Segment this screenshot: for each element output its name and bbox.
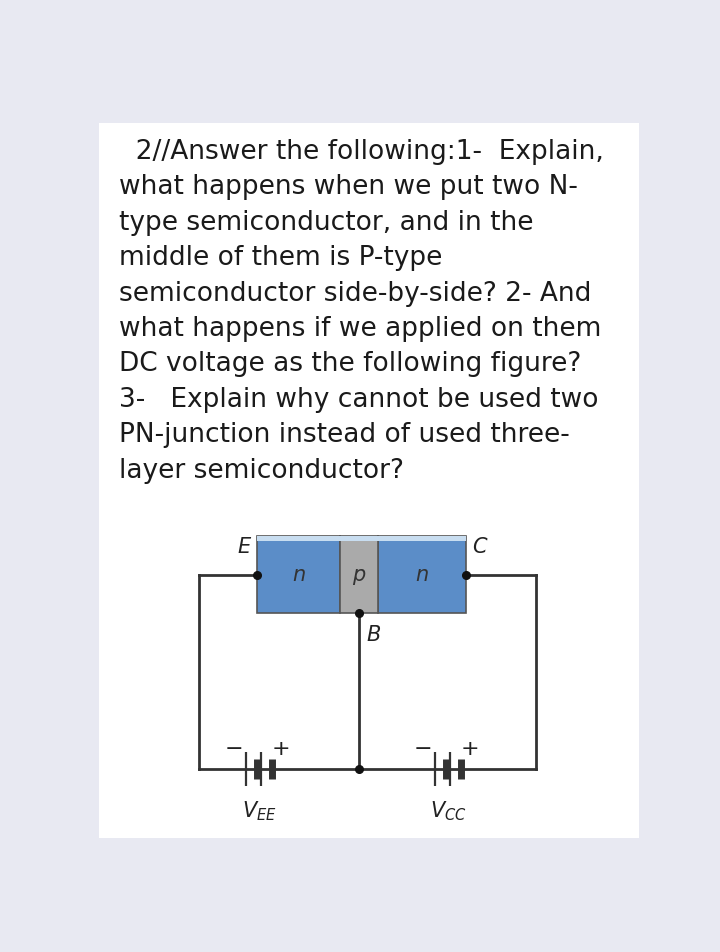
Text: what happens if we applied on them: what happens if we applied on them	[120, 316, 602, 342]
Text: layer semiconductor?: layer semiconductor?	[120, 458, 405, 484]
Text: semiconductor side-by-side? 2- And: semiconductor side-by-side? 2- And	[120, 281, 592, 307]
Text: E: E	[237, 537, 251, 557]
Text: n: n	[415, 565, 428, 585]
Text: +: +	[271, 739, 290, 759]
Text: type semiconductor, and in the: type semiconductor, and in the	[120, 209, 534, 236]
Bar	[256, 536, 466, 541]
Text: middle of them is P-type: middle of them is P-type	[120, 246, 443, 271]
Bar	[378, 536, 466, 613]
Text: PN-junction instead of used three-: PN-junction instead of used three-	[120, 423, 570, 448]
Bar	[256, 536, 341, 613]
Text: −: −	[225, 739, 243, 759]
Text: −: −	[414, 739, 433, 759]
Text: $V_{CC}$: $V_{CC}$	[430, 800, 467, 823]
Text: C: C	[472, 537, 487, 557]
Text: n: n	[292, 565, 305, 585]
Bar	[341, 536, 378, 613]
Text: B: B	[367, 625, 382, 645]
Text: p: p	[353, 565, 366, 585]
Text: DC voltage as the following figure?: DC voltage as the following figure?	[120, 351, 582, 377]
Text: +: +	[460, 739, 479, 759]
Text: what happens when we put two N-: what happens when we put two N-	[120, 174, 578, 200]
Text: $V_{EE}$: $V_{EE}$	[242, 800, 276, 823]
Text: 3-   Explain why cannot be used two: 3- Explain why cannot be used two	[120, 387, 599, 413]
Text: 2//Answer the following:1-  Explain,: 2//Answer the following:1- Explain,	[120, 139, 604, 165]
